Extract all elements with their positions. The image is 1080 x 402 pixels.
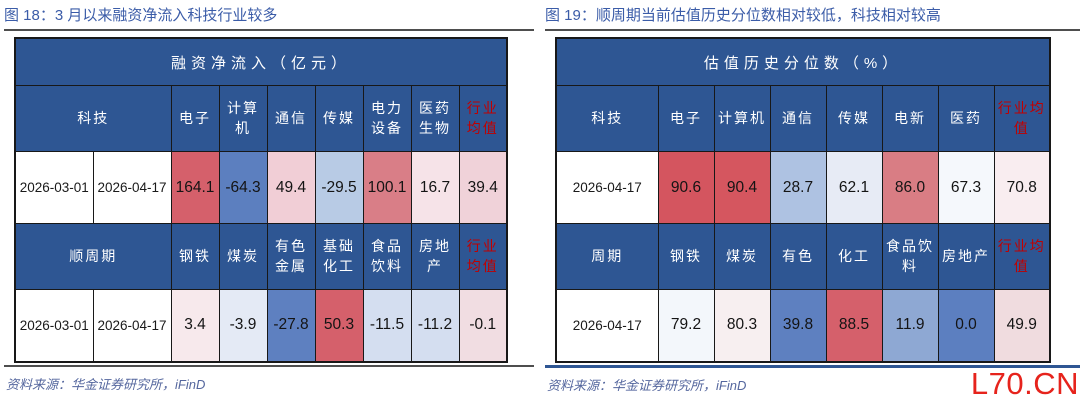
value-cell: -3.9	[218, 289, 268, 362]
column-header-cell: 有色金属	[266, 223, 316, 290]
value-cell: 164.1	[170, 151, 220, 224]
column-header-cell: 有色	[769, 223, 827, 290]
value-cell: 67.3	[937, 151, 995, 224]
column-header-cell: 医药生物	[410, 85, 460, 152]
column-header-cell: 通信	[266, 85, 316, 152]
column-header-cell: 食品饮料	[362, 223, 412, 290]
group-header-cell: 顺周期	[14, 223, 172, 290]
column-header-cell: 行业均值	[458, 85, 508, 152]
column-header-cell: 传媒	[314, 85, 364, 152]
column-header-cell: 电子	[657, 85, 715, 152]
date-cell: 2026-04-17	[92, 151, 172, 224]
value-cell: 88.5	[825, 289, 883, 362]
column-header-cell: 钢铁	[170, 223, 220, 290]
date-cell: 2026-03-01	[14, 151, 94, 224]
table-title: 融资净流入（亿元）	[14, 37, 508, 86]
figure-18-source-rule	[4, 364, 534, 367]
value-cell: 0.0	[937, 289, 995, 362]
figure-18-title: 图 18：3 月以来融资净流入科技行业较多	[4, 7, 278, 24]
watermark: L70.CN	[970, 366, 1079, 402]
column-header-cell: 计算机	[713, 85, 771, 152]
column-header-cell: 传媒	[825, 85, 883, 152]
column-header-cell: 电力设备	[362, 85, 412, 152]
value-cell: 90.6	[657, 151, 715, 224]
value-cell: 3.4	[170, 289, 220, 362]
column-header-cell: 化工	[825, 223, 883, 290]
column-header-cell: 行业均值	[993, 223, 1051, 290]
value-cell: 16.7	[410, 151, 460, 224]
date-cell: 2026-04-17	[555, 151, 659, 224]
value-cell: 90.4	[713, 151, 771, 224]
group-header-cell: 科技	[555, 85, 659, 152]
figure-19-source-note: 资料来源：华金证券研究所，iFinD	[547, 377, 747, 393]
column-header-cell: 房地产	[410, 223, 460, 290]
column-header-cell: 行业均值	[993, 85, 1051, 152]
value-cell: -64.3	[218, 151, 268, 224]
financing-net-inflow-table: 融资净流入（亿元） 科技 电子 计算机 通信 传媒 电力设备 医药生物 行业均值 2026-03-…	[14, 37, 508, 363]
value-cell: 86.0	[881, 151, 939, 224]
column-header-cell: 电子	[170, 85, 220, 152]
figure-19-title: 图 19：顺周期当前估值历史分位数相对较低，科技相对较高	[545, 7, 941, 24]
figure-18-title-rule	[4, 29, 534, 31]
value-cell: 100.1	[362, 151, 412, 224]
column-header-cell: 基础化工	[314, 223, 364, 290]
value-cell: -27.8	[266, 289, 316, 362]
value-cell: 62.1	[825, 151, 883, 224]
column-header-cell: 钢铁	[657, 223, 715, 290]
figure-19-title-rule	[545, 29, 1080, 31]
column-header-cell: 医药	[937, 85, 995, 152]
date-cell: 2026-04-17	[92, 289, 172, 362]
value-cell: -0.1	[458, 289, 508, 362]
group-header-cell: 周期	[555, 223, 659, 290]
table-title: 估值历史分位数（%）	[555, 37, 1051, 86]
valuation-percentile-table: 估值历史分位数（%） 科技 电子 计算机 通信 传媒 电新 医药 行业均值 2026-04-17 9…	[555, 37, 1051, 363]
column-header-cell: 煤炭	[218, 223, 268, 290]
value-cell: 39.8	[769, 289, 827, 362]
column-header-cell: 房地产	[937, 223, 995, 290]
date-cell: 2026-03-01	[14, 289, 94, 362]
figure-18-source-note: 资料来源：华金证券研究所，iFinD	[6, 376, 206, 392]
date-cell: 2026-04-17	[555, 289, 659, 362]
value-cell: 39.4	[458, 151, 508, 224]
group-header-cell: 科技	[14, 85, 172, 152]
value-cell: 49.4	[266, 151, 316, 224]
value-cell: 70.8	[993, 151, 1051, 224]
column-header-cell: 计算机	[218, 85, 268, 152]
column-header-cell: 电新	[881, 85, 939, 152]
column-header-cell: 食品饮料	[881, 223, 939, 290]
figure-19-panel: 图 19：顺周期当前估值历史分位数相对较低，科技相对较高 估值历史分位数（%）科…	[545, 2, 1080, 394]
column-header-cell: 行业均值	[458, 223, 508, 290]
value-cell: 49.9	[993, 289, 1051, 362]
figure-18-panel: 图 18：3 月以来融资净流入科技行业较多 融资净流入（亿元） 科技 电子 计算机 通信…	[4, 2, 534, 393]
value-cell: 79.2	[657, 289, 715, 362]
value-cell: -11.2	[410, 289, 460, 362]
value-cell: 50.3	[314, 289, 364, 362]
column-header-cell: 煤炭	[713, 223, 771, 290]
value-cell: 80.3	[713, 289, 771, 362]
value-cell: 28.7	[769, 151, 827, 224]
value-cell: 11.9	[881, 289, 939, 362]
column-header-cell: 通信	[769, 85, 827, 152]
figure-19-source-rule	[545, 364, 1080, 368]
value-cell: -29.5	[314, 151, 364, 224]
value-cell: -11.5	[362, 289, 412, 362]
